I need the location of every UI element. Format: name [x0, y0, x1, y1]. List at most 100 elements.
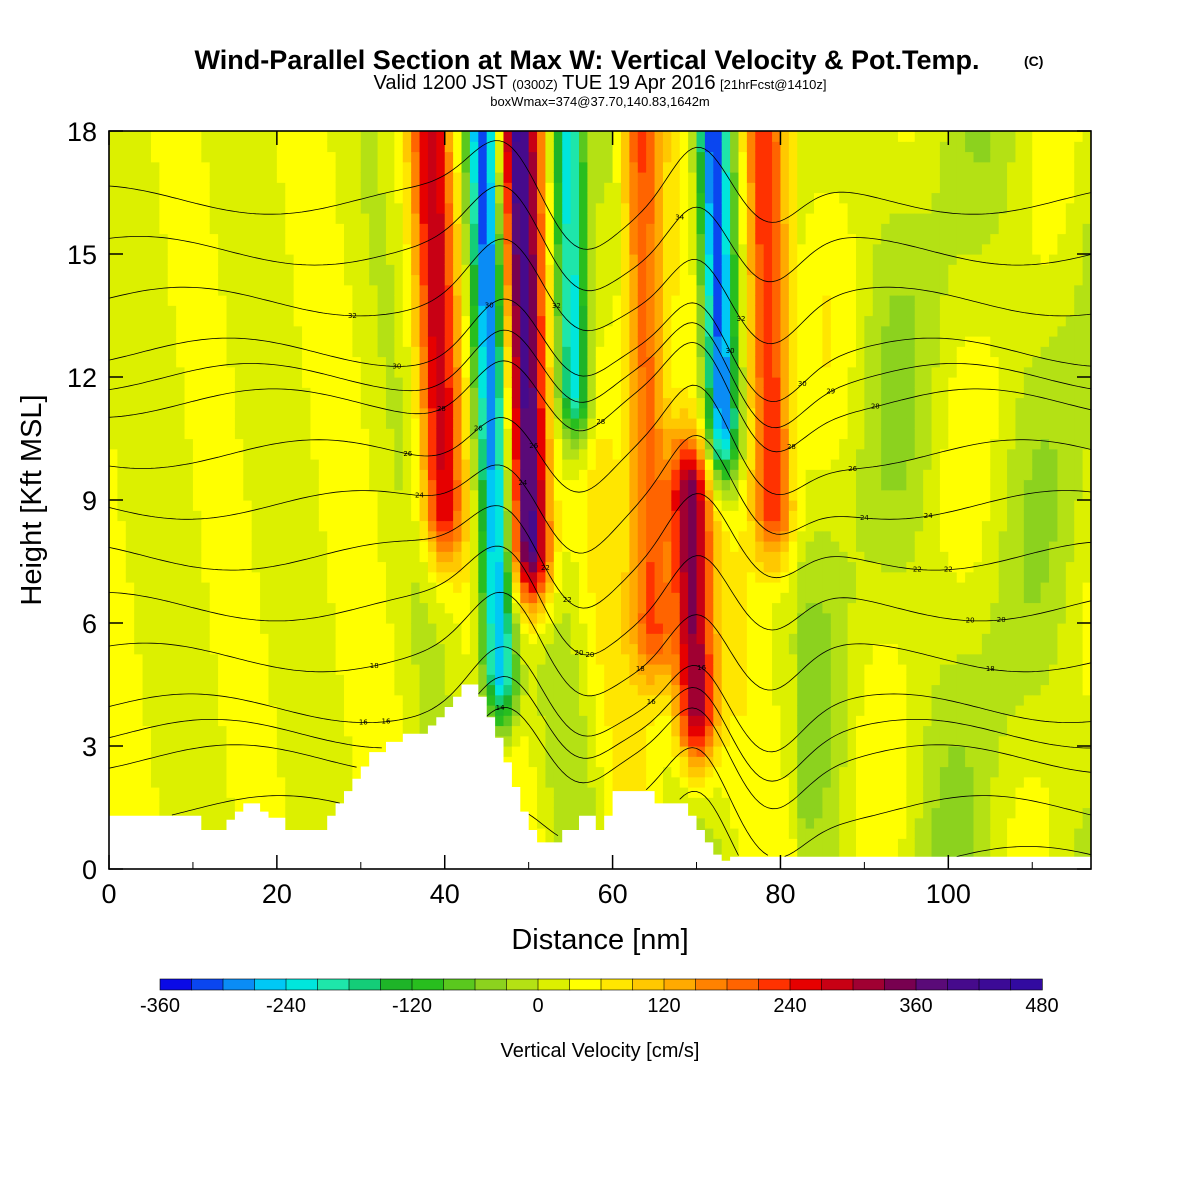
w-cell — [503, 530, 513, 542]
w-cell — [478, 489, 488, 501]
w-cell — [159, 633, 169, 645]
w-cell — [427, 223, 437, 235]
w-cell — [109, 530, 118, 542]
w-cell — [528, 735, 538, 747]
w-cell — [117, 602, 127, 614]
w-cell — [134, 684, 144, 696]
w-cell — [587, 551, 597, 563]
w-cell — [176, 182, 186, 194]
w-cell — [436, 346, 446, 358]
w-cell — [503, 725, 513, 737]
w-cell — [360, 448, 370, 460]
w-cell — [285, 448, 295, 460]
w-cell — [218, 510, 228, 522]
w-cell — [620, 633, 630, 645]
w-cell — [184, 284, 194, 296]
w-cell — [159, 612, 169, 624]
w-cell — [201, 510, 211, 522]
w-cell — [511, 387, 521, 399]
w-cell — [671, 530, 681, 542]
w-cell — [176, 356, 186, 368]
w-cell — [520, 592, 530, 604]
w-cell — [150, 141, 160, 153]
w-cell — [302, 551, 312, 563]
w-cell — [385, 735, 395, 747]
w-cell — [318, 561, 328, 573]
w-cell — [570, 161, 580, 173]
w-cell — [276, 397, 286, 409]
w-cell — [117, 346, 127, 358]
w-cell — [604, 715, 614, 727]
w-cell — [520, 377, 530, 388]
w-cell — [528, 377, 538, 388]
w-cell — [402, 346, 412, 358]
w-cell — [570, 356, 580, 368]
w-cell — [142, 582, 152, 593]
w-cell — [302, 582, 312, 593]
w-cell — [310, 817, 320, 829]
w-cell — [243, 264, 253, 276]
w-cell — [511, 530, 521, 542]
w-cell — [142, 479, 152, 491]
w-cell — [142, 735, 152, 747]
w-cell — [192, 131, 202, 142]
w-cell — [201, 571, 211, 583]
w-cell — [218, 274, 228, 286]
w-cell — [520, 469, 530, 481]
w-cell — [327, 428, 337, 440]
w-cell — [411, 612, 421, 624]
w-cell — [528, 766, 538, 778]
w-cell — [402, 223, 412, 235]
w-cell — [184, 448, 194, 460]
w-cell — [478, 520, 488, 532]
w-cell — [436, 131, 446, 142]
w-cell — [620, 705, 630, 716]
w-cell — [302, 602, 312, 614]
w-cell — [679, 284, 689, 296]
w-cell — [327, 202, 337, 214]
w-cell — [234, 571, 244, 583]
w-cell — [486, 387, 496, 399]
w-cell — [318, 664, 328, 675]
w-cell — [209, 438, 219, 450]
w-cell — [486, 684, 496, 696]
w-cell — [503, 377, 513, 388]
w-cell — [528, 807, 538, 819]
w-cell — [285, 315, 295, 327]
w-cell — [587, 776, 597, 788]
subtitle-utc: (0300Z) — [512, 77, 558, 92]
w-cell — [243, 612, 253, 624]
w-cell — [243, 387, 253, 399]
w-cell — [620, 602, 630, 614]
w-cell — [486, 141, 496, 153]
w-cell — [453, 612, 463, 624]
w-cell — [125, 428, 135, 440]
w-cell — [134, 213, 144, 224]
w-cell — [394, 428, 404, 440]
w-cell — [629, 756, 639, 768]
w-cell — [209, 500, 219, 511]
w-cell — [620, 192, 630, 204]
w-cell — [109, 305, 118, 317]
w-cell — [285, 264, 295, 276]
w-cell — [419, 418, 429, 429]
w-cell — [511, 377, 521, 388]
w-cell — [478, 418, 488, 429]
w-cell — [276, 336, 286, 347]
w-cell — [612, 674, 622, 686]
w-cell — [344, 315, 353, 327]
w-cell — [411, 715, 421, 727]
w-cell — [310, 264, 320, 276]
w-cell — [276, 346, 286, 358]
w-cell — [495, 633, 505, 645]
w-cell — [209, 182, 219, 194]
w-cell — [620, 428, 630, 440]
w-cell — [184, 377, 194, 388]
w-cell — [646, 233, 656, 245]
w-cell — [612, 633, 622, 645]
w-cell — [134, 479, 144, 491]
w-cell — [243, 766, 253, 778]
w-cell — [327, 418, 337, 429]
w-cell — [344, 254, 353, 265]
w-cell — [528, 653, 538, 665]
